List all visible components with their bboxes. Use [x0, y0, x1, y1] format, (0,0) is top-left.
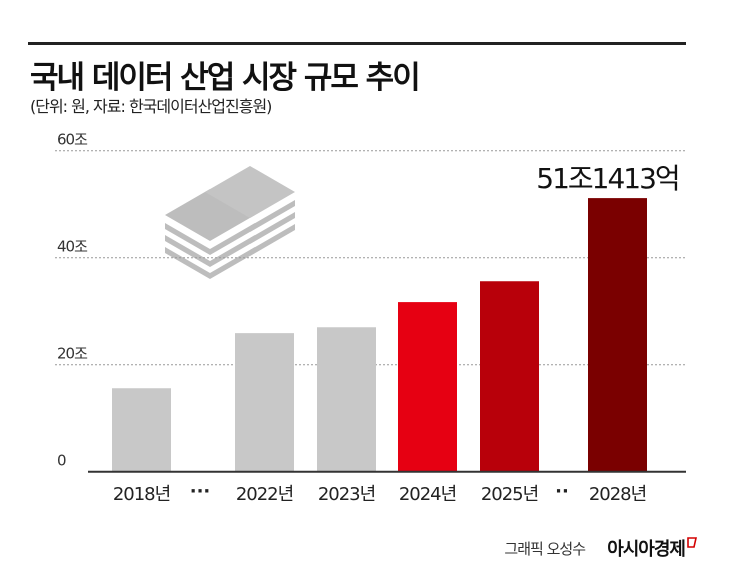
x-tick-label: 2025년 — [481, 484, 538, 505]
money-stack-icon — [165, 166, 295, 279]
x-tick-label: 2024년 — [399, 484, 456, 505]
x-tick-label: 2023년 — [318, 484, 375, 505]
credit: 그래픽 오성수 — [504, 540, 586, 558]
bar — [480, 281, 539, 472]
bar — [317, 327, 376, 472]
y-tick-label: 60조 — [57, 131, 88, 149]
title-rule — [28, 42, 686, 45]
bar — [398, 302, 457, 472]
bar — [588, 198, 647, 472]
gap-marker: ··· — [190, 481, 211, 502]
x-tick-label: 2018년 — [113, 484, 170, 505]
value-annotation: 51조1413억 — [536, 162, 678, 195]
x-tick-label: 2028년 — [589, 484, 646, 505]
y-tick-label: 40조 — [57, 238, 88, 256]
chart-title: 국내 데이터 산업 시장 규모 추이 — [30, 60, 421, 96]
chart-subtitle: (단위: 원, 자료: 한국데이터산업진흥원) — [30, 97, 272, 116]
gap-marker: ·· — [555, 481, 569, 502]
y-tick-label: 20조 — [57, 345, 88, 363]
y-tick-label: 0 — [57, 452, 66, 470]
brand-logo: 아시아경제 — [607, 539, 686, 560]
bar — [112, 388, 171, 472]
x-tick-label: 2022년 — [236, 484, 293, 505]
bar — [235, 333, 294, 472]
